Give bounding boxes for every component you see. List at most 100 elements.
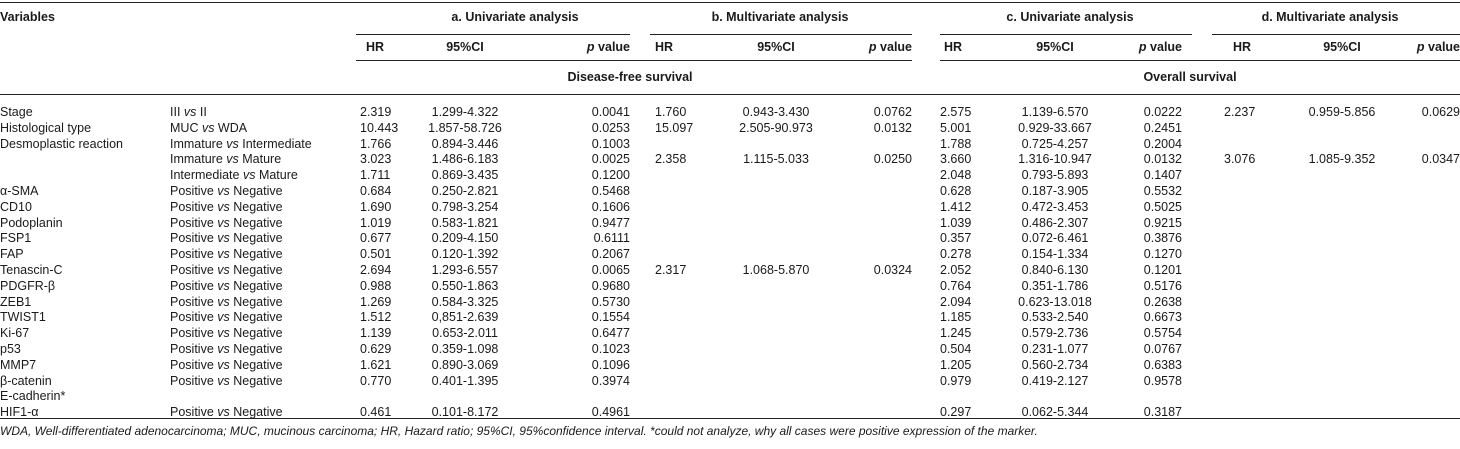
- overall-survival-label: Overall survival: [1143, 70, 1237, 84]
- cell-p-value: 0.5754: [1143, 326, 1182, 341]
- subheader-ci: 95%CI: [757, 40, 795, 54]
- cell-p-value: 0.3974: [591, 373, 630, 388]
- cell-p-value: 0.1606: [591, 199, 630, 214]
- cell-p-value: 0.4961: [591, 405, 630, 420]
- row-variable: Ki-67: [0, 326, 30, 341]
- cell-ci: 1.299-4.322: [431, 105, 499, 119]
- cell-hr: 1.205: [940, 357, 972, 372]
- subheader-p-letter: p: [868, 40, 877, 54]
- cell-ci: 0.486-2.307: [1021, 215, 1089, 230]
- cell-hr: 0.684: [360, 184, 392, 198]
- cell-ci: 0.120-1.392: [431, 247, 499, 262]
- cell-hr: 0.988: [360, 278, 392, 293]
- cell-ci: 0.472-3.453: [1021, 199, 1089, 214]
- cell-p-value: 0.0253: [591, 120, 630, 135]
- subheader-hr: HR: [944, 40, 963, 54]
- cell-p-value: 0.0347: [1421, 152, 1460, 167]
- subheader-p-value: p value: [1340, 39, 1460, 55]
- cell-hr: 1.185: [940, 310, 972, 325]
- bottom-rule: [0, 418, 1460, 419]
- cell-p-value: 0.0132: [1143, 152, 1182, 167]
- row-variable: Desmoplastic reaction: [0, 136, 123, 151]
- cell-p-value: 0.6673: [1143, 310, 1182, 325]
- row-variable: α-SMA: [0, 184, 39, 198]
- cell-p-value: 0.6111: [593, 231, 630, 246]
- cell-p-value: 0.2451: [1143, 120, 1182, 135]
- cell-hr: 0.297: [940, 405, 972, 420]
- cell-p-value: 0.5176: [1143, 278, 1182, 293]
- subheader-p-rest: value: [1146, 40, 1182, 54]
- cell-ci: 0.154-1.334: [1021, 247, 1089, 262]
- cell-ci: 0.550-1.863: [431, 278, 499, 293]
- cell-p-value: 0.0250: [873, 152, 912, 167]
- header-group-d: d. Multivariate analysis: [1261, 10, 1399, 24]
- cell-ci: 0.584-3.325: [431, 294, 499, 309]
- row-comparison: Positive vs Negative: [170, 357, 283, 372]
- cell-p-value: 0.2067: [591, 247, 630, 262]
- subheader-p-rest: value: [1424, 40, 1460, 54]
- group-d-rule: [1212, 34, 1460, 35]
- cell-hr: 1.690: [360, 199, 392, 214]
- subheader-hr: HR: [366, 40, 385, 54]
- cell-p-value: 0.2638: [1143, 294, 1182, 309]
- cell-ci: 0.869-3.435: [431, 168, 499, 183]
- cell-ci: 0,851-2.639: [431, 310, 499, 325]
- row-variable: ZEB1: [0, 294, 32, 309]
- cell-hr: 2.237: [1224, 105, 1256, 119]
- header-group-b: b. Multivariate analysis: [711, 10, 849, 24]
- row-comparison: Positive vs Negative: [170, 342, 283, 356]
- cell-p-value: 0.0132: [873, 120, 912, 135]
- cell-p-value: 0.5730: [591, 294, 630, 309]
- cell-ci: 0.725-4.257: [1021, 136, 1089, 151]
- cell-ci: 1.293-6.557: [431, 263, 499, 277]
- cell-p-value: 0.1096: [591, 357, 630, 372]
- row-comparison: Positive vs Negative: [170, 278, 283, 293]
- cell-hr: 1.711: [360, 168, 391, 183]
- cell-p-value: 0.1200: [591, 168, 630, 183]
- cell-hr: 2.094: [940, 294, 972, 309]
- cell-ci: 0.583-1.821: [431, 215, 499, 230]
- header-variables: Variables: [0, 10, 55, 24]
- row-comparison: Immature vs Mature: [170, 152, 282, 167]
- cell-ci: 0.231-1.077: [1021, 342, 1089, 356]
- cell-p-value: 0.9680: [591, 278, 630, 293]
- subheader-rule-left: [356, 60, 912, 61]
- cell-hr: 2.052: [940, 263, 972, 277]
- cell-hr: 0.357: [940, 231, 972, 246]
- cell-hr: 1.269: [360, 294, 392, 309]
- cell-hr: 0.461: [360, 405, 392, 420]
- cell-p-value: 0.0762: [873, 105, 912, 119]
- cell-hr: 0.504: [940, 342, 972, 356]
- subheader-hr: HR: [655, 40, 674, 54]
- cell-ci: 0.943-3.430: [742, 105, 810, 119]
- row-comparison: Immature vs Intermediate: [170, 136, 312, 151]
- subheader-p-value: p value: [510, 39, 630, 55]
- cell-hr: 0.501: [360, 247, 392, 262]
- row-variable: β-catenin: [0, 373, 52, 388]
- row-comparison: Positive vs Negative: [170, 326, 283, 341]
- cell-ci: 0.250-2.821: [431, 184, 499, 198]
- cell-hr: 2.694: [360, 263, 392, 277]
- row-variable: E-cadherin*: [0, 389, 66, 404]
- cell-hr: 0.629: [360, 342, 392, 356]
- table-footnote: WDA, Well-differentiated adenocarcinoma;…: [0, 424, 1038, 438]
- cell-ci: 0.894-3.446: [431, 136, 499, 151]
- cell-ci: 0.579-2.736: [1021, 326, 1089, 341]
- cell-hr: 1.019: [360, 215, 392, 230]
- cell-p-value: 0.0222: [1143, 105, 1182, 119]
- cell-ci: 0.072-6.461: [1021, 231, 1089, 246]
- cell-ci: 0.187-3.905: [1021, 184, 1089, 198]
- cell-ci: 0.062-5.344: [1021, 405, 1089, 420]
- cell-hr: 3.076: [1224, 152, 1256, 167]
- cell-ci: 1.085-9.352: [1308, 152, 1376, 167]
- cell-hr: 2.319: [360, 105, 392, 119]
- row-variable: PDGFR-β: [0, 278, 56, 293]
- row-comparison: Intermediate vs Mature: [170, 168, 298, 183]
- cell-hr: 1.512: [360, 310, 392, 325]
- cell-hr: 1.039: [940, 215, 972, 230]
- cell-p-value: 0.3876: [1143, 231, 1182, 246]
- cell-hr: 1.139: [360, 326, 392, 341]
- row-comparison: MUC vs WDA: [170, 120, 248, 135]
- cell-ci: 0.533-2.540: [1021, 310, 1089, 325]
- cell-hr: 1.412: [940, 199, 972, 214]
